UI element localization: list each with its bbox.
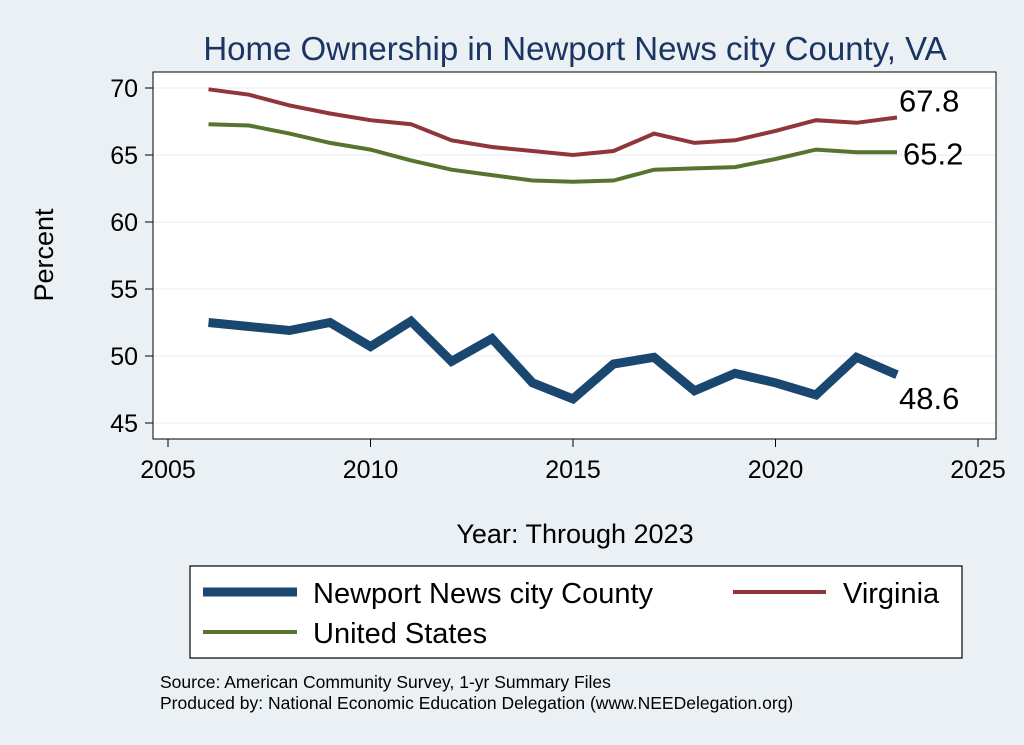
end-label-united-states: 65.2	[903, 136, 963, 171]
legend-label-united-states: United States	[313, 618, 487, 650]
y-tick-label: 50	[110, 343, 138, 371]
x-tick-label: 2005	[140, 456, 196, 484]
chart-title: Home Ownership in Newport News city Coun…	[203, 30, 946, 67]
series-line-united-states	[208, 122, 897, 184]
axes: 45 50 55 60 65 70 2005 2010 2015 2020 2025	[110, 75, 1006, 484]
series-line-newport-news	[208, 315, 899, 405]
producer-note: Produced by: National Economic Education…	[160, 693, 793, 713]
y-axis-title: Percent	[29, 208, 59, 302]
y-tick-label: 65	[110, 142, 138, 170]
plot-area	[152, 71, 997, 440]
y-tick-label: 55	[110, 276, 138, 304]
x-tick-label: 2015	[545, 456, 601, 484]
x-tick-label: 2025	[950, 456, 1006, 484]
legend-label-virginia: Virginia	[843, 578, 940, 610]
end-labels: 48.6 67.8 65.2	[899, 83, 963, 415]
source-note: Source: American Community Survey, 1-yr …	[160, 672, 611, 692]
x-axis-title: Year: Through 2023	[456, 519, 693, 549]
end-label-newport-news: 48.6	[899, 381, 959, 416]
legend-box	[189, 565, 963, 659]
y-tick-label: 45	[110, 410, 138, 438]
series-lines	[208, 87, 899, 405]
x-tick-label: 2010	[343, 456, 399, 484]
y-tick-label: 60	[110, 209, 138, 237]
end-label-virginia: 67.8	[899, 83, 959, 118]
x-tick-label: 2020	[748, 456, 804, 484]
y-tick-label: 70	[110, 75, 138, 103]
series-line-virginia	[208, 87, 898, 158]
legend: Newport News city County Virginia United…	[189, 565, 963, 659]
legend-label-newport-news: Newport News city County	[313, 578, 654, 610]
